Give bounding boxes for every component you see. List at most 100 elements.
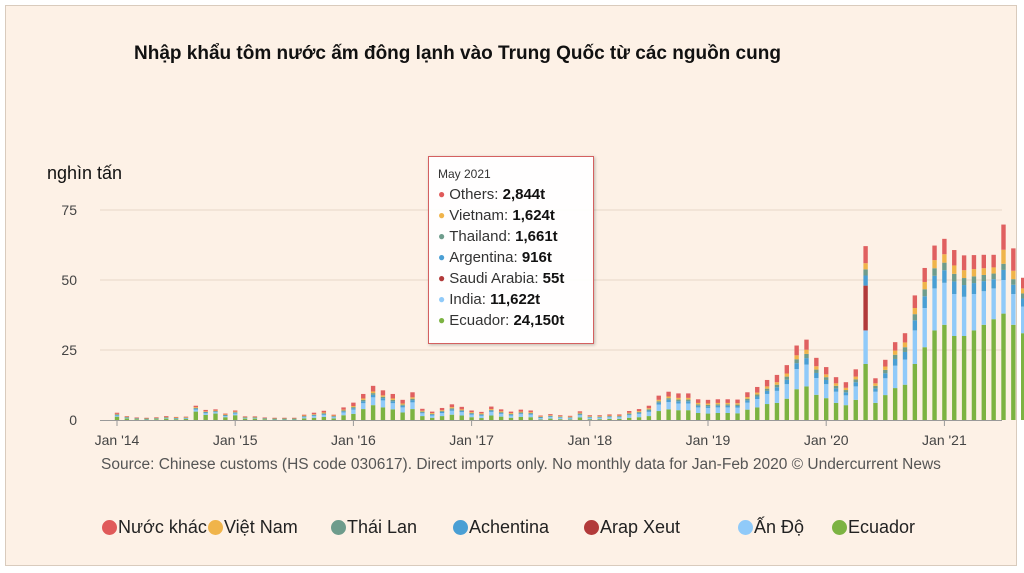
bar-segment <box>301 416 307 417</box>
bar-segment <box>420 412 425 414</box>
bar-segment <box>627 411 632 413</box>
bar-segment <box>991 267 996 274</box>
bar-segment <box>351 406 356 408</box>
bar-segment <box>361 409 366 420</box>
bar-segment <box>351 413 356 420</box>
bar-segment <box>715 413 721 420</box>
bar-segment <box>932 260 937 269</box>
bar-segment <box>705 407 711 414</box>
bar-segment <box>833 402 839 420</box>
tooltip-series-name: Ecuador <box>449 312 506 329</box>
bar-segment <box>745 392 750 398</box>
bar-segment <box>745 409 750 420</box>
bar-segment <box>213 412 218 414</box>
bar-segment <box>390 399 395 402</box>
bar-segment <box>1021 306 1024 334</box>
legend-item-thailand[interactable]: Thái Lan <box>331 517 417 538</box>
bar-segment <box>942 324 947 420</box>
bar-segment <box>498 412 504 413</box>
bar-segment <box>479 415 484 419</box>
bar-segment <box>154 417 159 418</box>
bar-segment <box>666 409 671 420</box>
bar-segment <box>932 330 937 420</box>
bar-segment <box>173 419 179 420</box>
bar-segment <box>154 417 159 419</box>
bar-segment <box>469 414 474 418</box>
bar-segment <box>843 390 849 393</box>
bar-segment <box>321 416 327 420</box>
bar-segment <box>390 398 395 400</box>
bar-segment <box>528 410 533 413</box>
bar-segment <box>331 415 336 417</box>
tooltip-series-name: Argentina <box>449 249 514 266</box>
bar-segment <box>1001 224 1006 250</box>
bar-segment <box>597 416 602 418</box>
bar-segment <box>479 414 484 415</box>
bar-segment <box>361 401 366 404</box>
bar-segment <box>380 390 386 396</box>
bar-segment <box>331 416 336 418</box>
bar-segment <box>252 418 258 420</box>
bar-segment <box>764 393 770 405</box>
legend-item-vietnam[interactable]: Việt Nam <box>208 517 298 538</box>
bullet-icon: ● <box>438 250 446 264</box>
bar-segment <box>410 398 415 401</box>
legend-item-ecuador[interactable]: Ecuador <box>832 517 915 538</box>
bar-segment <box>124 416 130 417</box>
tooltip-series-name: Thailand <box>449 228 507 245</box>
bar-segment <box>164 418 169 420</box>
bar-segment <box>223 414 228 415</box>
bar-segment <box>558 416 563 417</box>
bar-segment <box>252 416 258 417</box>
bar-segment <box>498 411 504 413</box>
bar-segment <box>469 410 474 413</box>
bullet-icon: ● <box>438 313 446 327</box>
legend-item-india[interactable]: Ấn Độ <box>738 517 804 538</box>
bar-segment <box>558 416 563 418</box>
bar-segment <box>311 414 317 415</box>
bar-segment <box>873 385 878 389</box>
tooltip-series-name: Vietnam <box>449 207 505 224</box>
legend-item-argentina[interactable]: Achentina <box>453 517 549 538</box>
bar-segment <box>902 359 908 385</box>
bar-segment <box>144 417 149 419</box>
bar-segment <box>341 407 346 410</box>
bar-segment <box>824 398 829 420</box>
bar-segment <box>853 399 858 420</box>
bar-segment <box>528 417 533 420</box>
tooltip-row-vietnam: ● Vietnam: 1,624t <box>438 207 555 224</box>
bar-segment <box>784 376 789 380</box>
bar-segment <box>725 407 730 413</box>
bar-segment <box>124 418 130 420</box>
bar-segment <box>833 377 839 384</box>
chart-title: Nhập khẩu tôm nước ấm đông lạnh vào Trun… <box>134 43 781 64</box>
bar-segment <box>745 402 750 410</box>
bar-segment <box>873 378 878 384</box>
bar-segment <box>213 413 218 420</box>
legend-item-saudi-arabia[interactable]: Arap Xeut <box>584 517 680 538</box>
bar-segment <box>567 418 573 420</box>
bar-segment <box>971 283 977 294</box>
bar-segment <box>981 324 986 420</box>
bar-segment <box>233 413 238 416</box>
bar-segment <box>607 417 612 419</box>
bar-segment <box>824 374 829 378</box>
bar-segment <box>843 392 849 396</box>
legend-item-others[interactable]: Nước khác <box>102 517 207 538</box>
bar-segment <box>794 363 799 370</box>
bar-segment <box>922 308 927 348</box>
bar-segment <box>193 408 198 410</box>
legend-dot-icon <box>832 520 847 535</box>
bar-segment <box>361 398 366 400</box>
bar-segment <box>784 379 789 385</box>
bar-segment <box>824 384 829 399</box>
bar-segment <box>420 410 425 412</box>
bar-segment <box>764 379 770 387</box>
bar-segment <box>351 409 356 414</box>
bar-segment <box>705 403 711 405</box>
bar-segment <box>183 416 189 418</box>
bar-segment <box>922 281 927 290</box>
bar-segment <box>981 274 986 282</box>
bar-segment <box>794 369 799 390</box>
bar-segment <box>193 405 198 408</box>
